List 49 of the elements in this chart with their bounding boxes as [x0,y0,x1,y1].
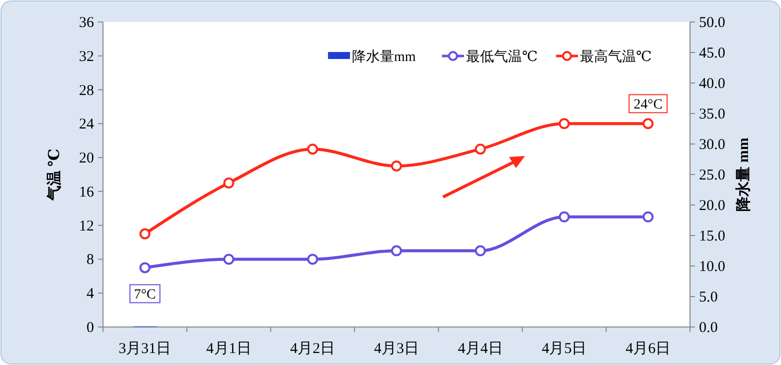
x-tick-label: 4月5日 [542,341,587,357]
point [558,118,570,130]
y2-tick-label: 25.0 [699,168,726,184]
y-tick-label: 12 [79,218,94,234]
y-tick-label: 32 [79,48,94,65]
y-tick-label: 36 [79,15,94,31]
y2-tick-label: 50.0 [699,15,726,31]
y2-tick-label: 30.0 [699,137,726,153]
x-tick-label: 4月1日 [206,341,252,357]
legend-label: 降水量mm [352,49,416,65]
y-tick-label: 28 [79,82,94,99]
y-tick-label: 0 [86,320,94,336]
legend-label: 最低气温℃ [466,49,538,65]
x-tick-label: 4月4日 [458,341,503,357]
y-axis-title: 气温 ℃ [46,148,63,202]
y-tick-label: 16 [79,184,94,200]
y2-axis-title: 降水量 mm [735,137,752,212]
y2-tick-label: 5.0 [699,290,718,306]
annotation: 24°C [634,98,663,113]
point [642,211,654,222]
point [307,144,318,155]
point [474,245,486,256]
annotation: 7°C [134,288,156,303]
point [391,245,402,256]
y2-tick-label: 10.0 [699,259,726,275]
point [558,211,570,222]
y2-tick-label: 40.0 [699,76,726,92]
point [223,254,234,265]
y2-tick-label: 0.0 [699,320,718,336]
y2-tick-label: 15.0 [699,228,726,244]
x-tick-label: 4月2日 [290,341,336,357]
x-tick-label: 3月31日 [118,341,172,357]
point [642,118,654,130]
y2-tick-label: 20.0 [699,198,726,214]
legend-label: 最高气温℃ [580,49,652,65]
point [391,160,402,172]
point [223,177,234,188]
point [307,254,318,265]
x-tick-label: 4月6日 [626,341,671,357]
x-tick-label: 4月3日 [374,341,419,357]
y2-tick-label: 45.0 [699,46,726,62]
point [139,262,150,274]
point [139,228,150,240]
y2-tick-label: 35.0 [699,106,726,122]
y-tick-label: 4 [86,286,94,302]
y-tick-label: 8 [86,252,94,268]
y-tick-label: 20 [79,150,94,167]
y-tick-label: 24 [79,116,94,133]
point [474,144,486,155]
